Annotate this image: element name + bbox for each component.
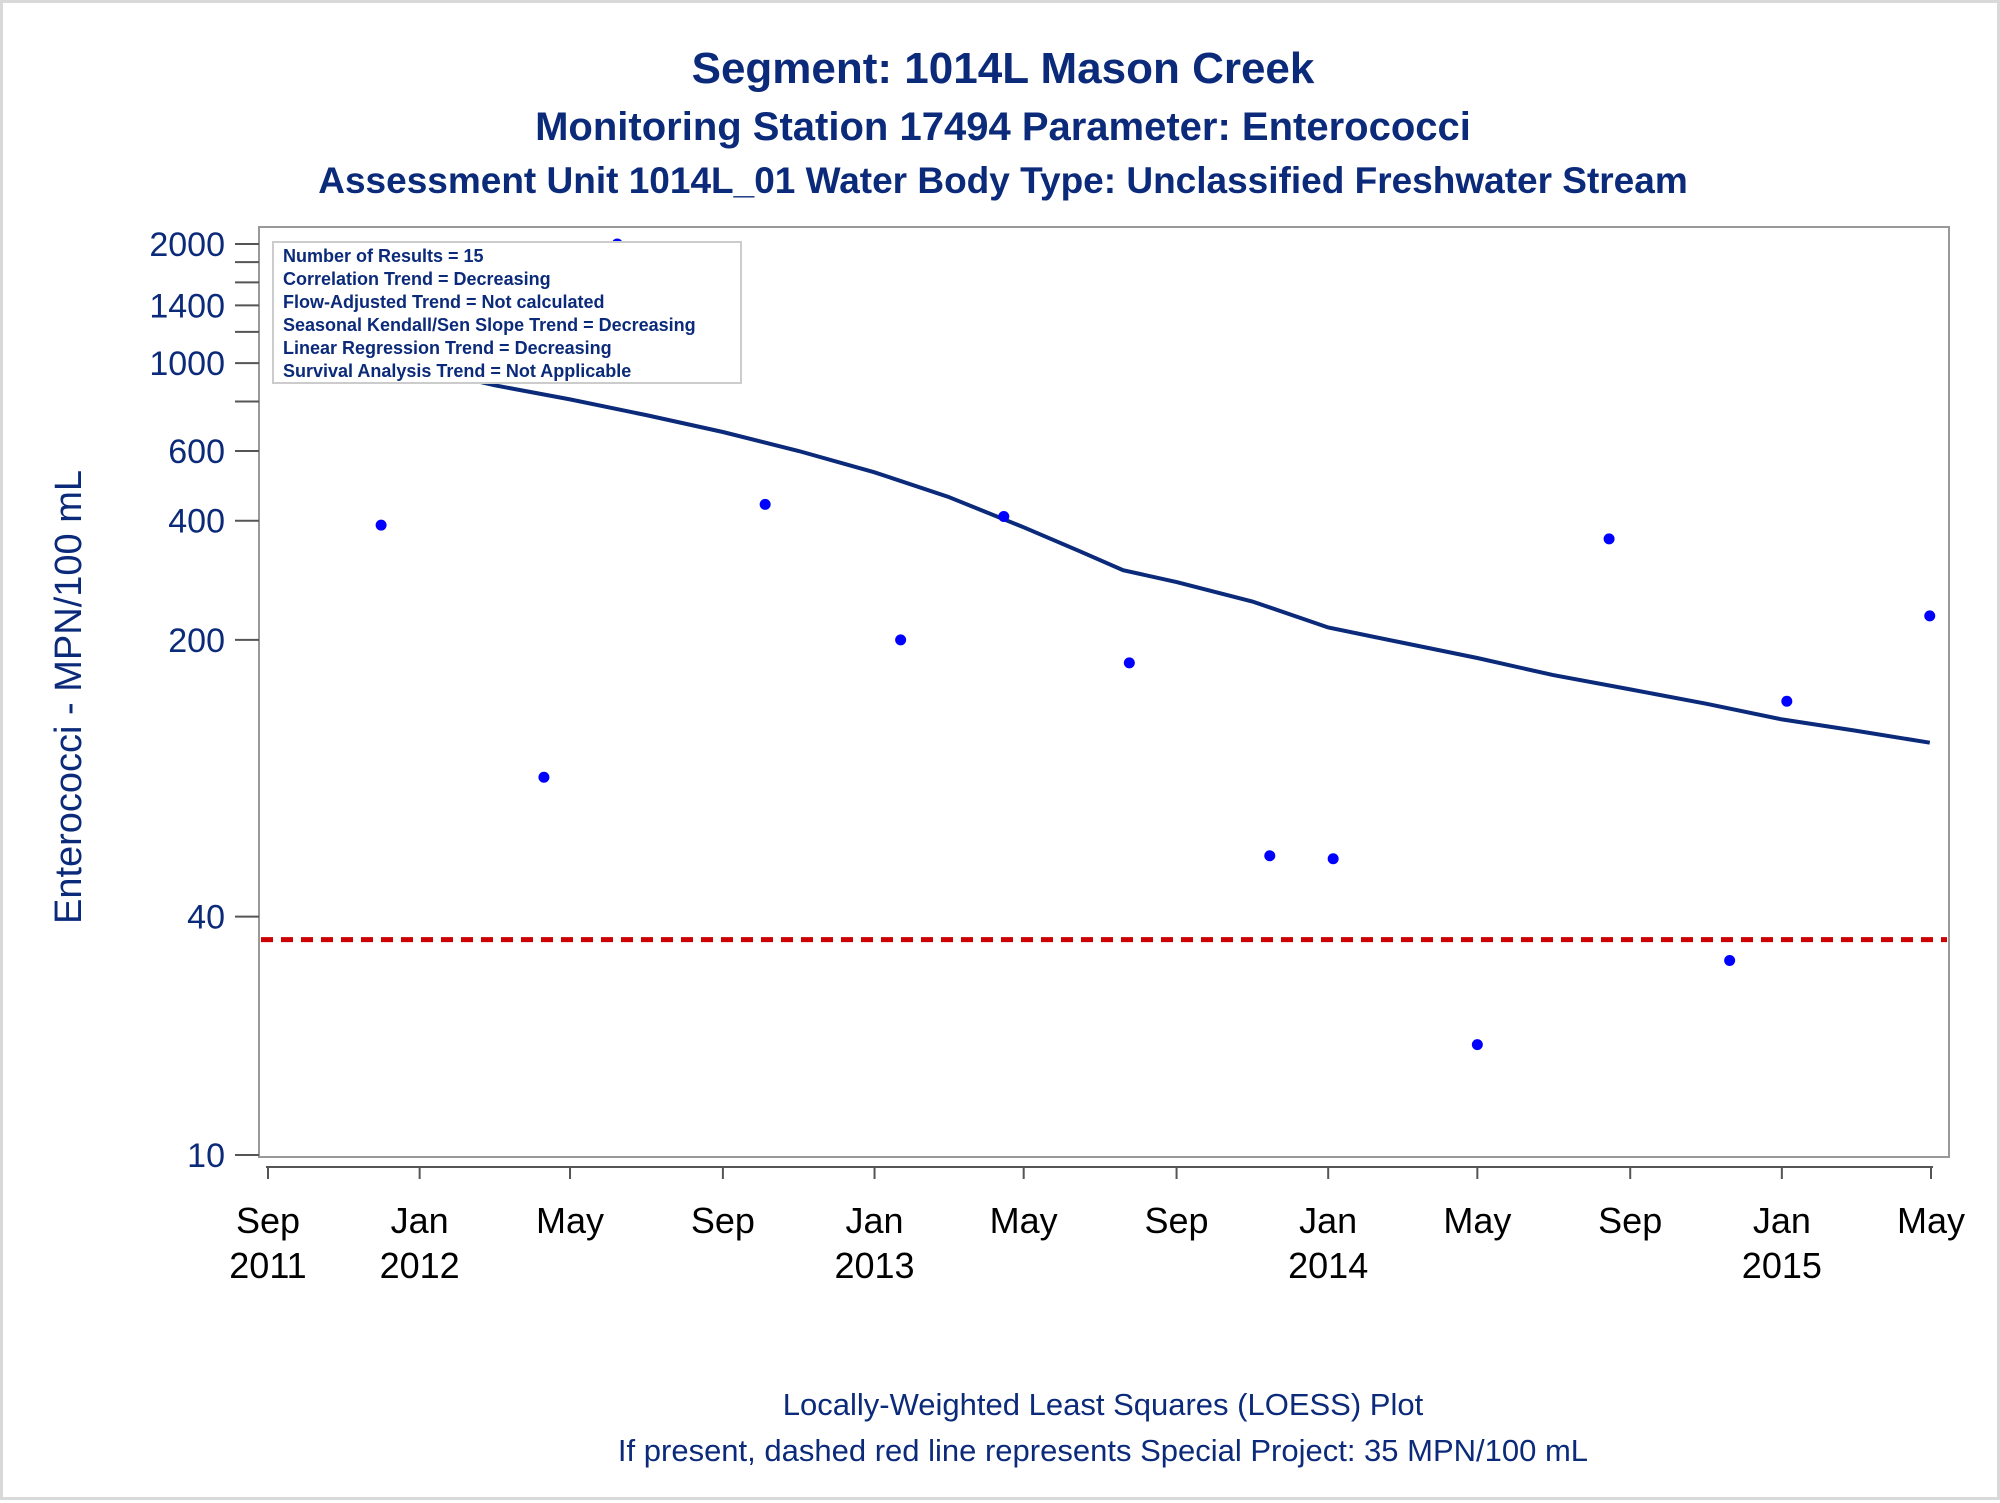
y-axis: 10 40 200 400 600 1000 1400 2000 xyxy=(149,226,260,1175)
x-tick-year-2014: 2014 xyxy=(1288,1245,1368,1286)
legend-line-correlation: Correlation Trend = Decreasing xyxy=(283,269,551,289)
data-point-7 xyxy=(998,510,1010,522)
y-tick-label-200: 200 xyxy=(168,622,225,660)
data-point-6 xyxy=(895,634,907,646)
y-tick-label-400: 400 xyxy=(168,503,225,541)
x-tick-year-2011: 2011 xyxy=(229,1245,306,1286)
y-tick-label-40: 40 xyxy=(187,899,225,937)
x-tick-label-2013-01-01: Jan xyxy=(846,1200,904,1241)
legend-box: Number of Results = 15 Correlation Trend… xyxy=(272,241,742,384)
x-tick-label-2012-05-01: May xyxy=(536,1200,604,1241)
x-tick-year-2013: 2013 xyxy=(834,1245,914,1286)
y-tick-label-10: 10 xyxy=(187,1137,225,1175)
legend-line-linear-regression: Linear Regression Trend = Decreasing xyxy=(283,338,612,358)
x-tick-label-2013-09-01: Sep xyxy=(1145,1200,1209,1241)
legend-line-survival: Survival Analysis Trend = Not Applicable xyxy=(283,361,631,381)
x-tick-label-2014-01-01: Jan xyxy=(1299,1200,1357,1241)
legend-line-seasonal-kendall: Seasonal Kendall/Sen Slope Trend = Decre… xyxy=(283,315,696,335)
y-tick-label-1400: 1400 xyxy=(149,287,225,325)
y-tick-label-2000: 2000 xyxy=(149,226,225,264)
x-tick-label-2015-05-01: May xyxy=(1897,1200,1965,1241)
y-tick-label-1000: 1000 xyxy=(149,345,225,383)
y-axis-label: Enterococci - MPN/100 mL xyxy=(48,470,90,924)
footnote-loess: Locally-Weighted Least Squares (LOESS) P… xyxy=(783,1387,1424,1422)
chart: Segment: 1014L Mason Creek Monitoring St… xyxy=(48,44,1965,1468)
x-tick-label-2011-09-01: Sep xyxy=(236,1200,300,1241)
legend-line-flow-adjusted: Flow-Adjusted Trend = Not calculated xyxy=(283,292,605,312)
data-point-12 xyxy=(1603,533,1615,545)
chart-subtitle-2: Assessment Unit 1014L_01 Water Body Type… xyxy=(318,160,1688,201)
data-point-1 xyxy=(375,519,387,531)
data-point-9 xyxy=(1264,850,1276,862)
data-point-8 xyxy=(1123,657,1135,669)
x-tick-year-2012: 2012 xyxy=(380,1245,460,1286)
x-tick-year-2015: 2015 xyxy=(1742,1245,1822,1286)
y-tick-label-600: 600 xyxy=(168,433,225,471)
data-point-3 xyxy=(538,771,550,783)
data-point-13 xyxy=(1724,954,1736,966)
data-point-14 xyxy=(1781,695,1793,707)
data-point-10 xyxy=(1327,853,1339,865)
x-tick-label-2012-09-01: Sep xyxy=(691,1200,755,1241)
x-tick-label-2015-01-01: Jan xyxy=(1753,1200,1811,1241)
data-point-5 xyxy=(759,498,771,510)
legend-box-border xyxy=(272,241,742,384)
footnote-special-project: If present, dashed red line represents S… xyxy=(618,1433,1588,1468)
loess-line xyxy=(380,362,1931,745)
x-tick-label-2014-09-01: Sep xyxy=(1598,1200,1662,1241)
x-tick-label-2014-05-01: May xyxy=(1443,1200,1511,1241)
data-point-15 xyxy=(1924,610,1936,622)
x-tick-label-2012-01-01: Jan xyxy=(391,1200,449,1241)
chart-subtitle: Monitoring Station 17494 Parameter: Ente… xyxy=(535,105,1471,149)
data-point-11 xyxy=(1471,1039,1483,1051)
x-tick-label-2013-05-01: May xyxy=(990,1200,1058,1241)
chart-title: Segment: 1014L Mason Creek xyxy=(692,44,1315,93)
legend-line-results: Number of Results = 15 xyxy=(283,246,484,266)
